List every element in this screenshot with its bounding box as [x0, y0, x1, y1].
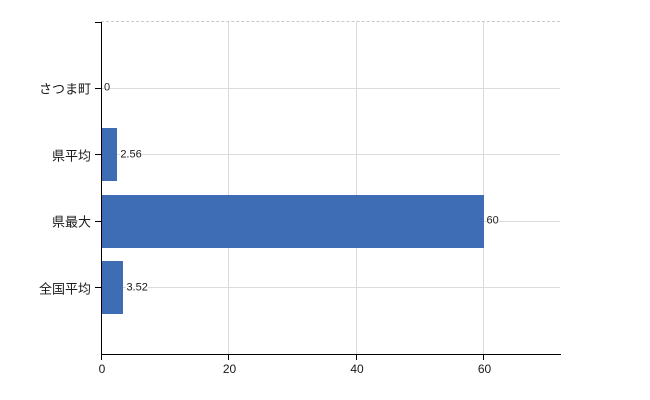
x-tick-label: 0 — [98, 362, 106, 376]
bar-value-label: 60 — [486, 214, 499, 228]
category-label: 全国平均 — [38, 281, 91, 296]
x-tick-label: 20 — [222, 362, 237, 376]
category-label: 県平均 — [51, 148, 91, 163]
y-axis-end-tick — [95, 22, 101, 23]
category-label: 県最大 — [51, 214, 91, 230]
x-axis-tick — [355, 355, 357, 360]
x-axis-tick — [100, 355, 102, 360]
bar-value-label: 3.52 — [126, 281, 148, 294]
bar — [102, 261, 124, 314]
x-tick-label: 40 — [350, 362, 364, 376]
category-tick — [95, 220, 101, 222]
bar — [102, 128, 118, 181]
x-axis-tick — [228, 355, 229, 360]
h-gridline — [101, 154, 560, 155]
x-axis-tick — [483, 355, 484, 360]
plot-top-border — [101, 21, 560, 22]
category-label: さつま町 — [38, 81, 91, 97]
x-tick-label: 60 — [477, 362, 492, 376]
bar — [102, 194, 484, 248]
h-gridline — [101, 87, 560, 89]
category-tick — [95, 287, 101, 288]
y-axis-line — [101, 22, 102, 354]
bar-value-label: 2.56 — [120, 148, 142, 161]
category-tick — [95, 154, 101, 155]
bar-value-label: 0 — [104, 81, 111, 95]
v-gridline — [483, 22, 484, 354]
h-gridline — [101, 287, 560, 288]
category-tick — [95, 87, 101, 89]
v-gridline — [355, 22, 357, 354]
v-gridline — [228, 22, 229, 354]
x-axis-line — [101, 354, 561, 355]
